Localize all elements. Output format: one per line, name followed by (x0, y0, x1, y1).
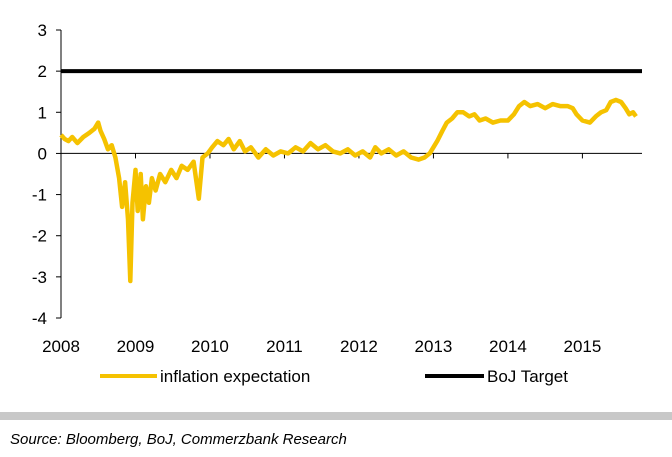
x-tick-label: 2014 (489, 337, 527, 356)
x-tick-label: 2009 (117, 337, 155, 356)
y-tick-label: -3 (32, 268, 47, 287)
x-tick-label: 2008 (42, 337, 80, 356)
y-tick-label: 2 (38, 62, 47, 81)
x-tick-label: 2010 (191, 337, 229, 356)
y-tick-label: -4 (32, 309, 47, 328)
legend: inflation expectation BoJ Target (100, 367, 568, 386)
chart: 3 2 1 0 -1 -2 -3 -4 2008 2009 2010 2011 2012 2013 2014… (32, 21, 642, 386)
x-tick-label: 2011 (266, 337, 303, 356)
series-line-inflation-expectation (59, 97, 638, 284)
x-tick-label: 2015 (563, 337, 601, 356)
x-tick-label: 2013 (415, 337, 453, 356)
y-tick-label: 1 (38, 103, 47, 122)
y-tick-label: 0 (38, 144, 47, 163)
x-tick-label: 2012 (340, 337, 378, 356)
y-tick-label: -2 (32, 227, 47, 246)
legend-label-boj-target: BoJ Target (487, 367, 568, 386)
footer-divider (0, 412, 672, 420)
y-tick-label: 3 (38, 21, 47, 40)
series-layer (59, 69, 642, 284)
y-tick-label: -1 (32, 186, 47, 205)
source-note: Source: Bloomberg, BoJ, Commerzbank Rese… (10, 431, 347, 448)
legend-label-inflation-expectation: inflation expectation (160, 367, 310, 386)
